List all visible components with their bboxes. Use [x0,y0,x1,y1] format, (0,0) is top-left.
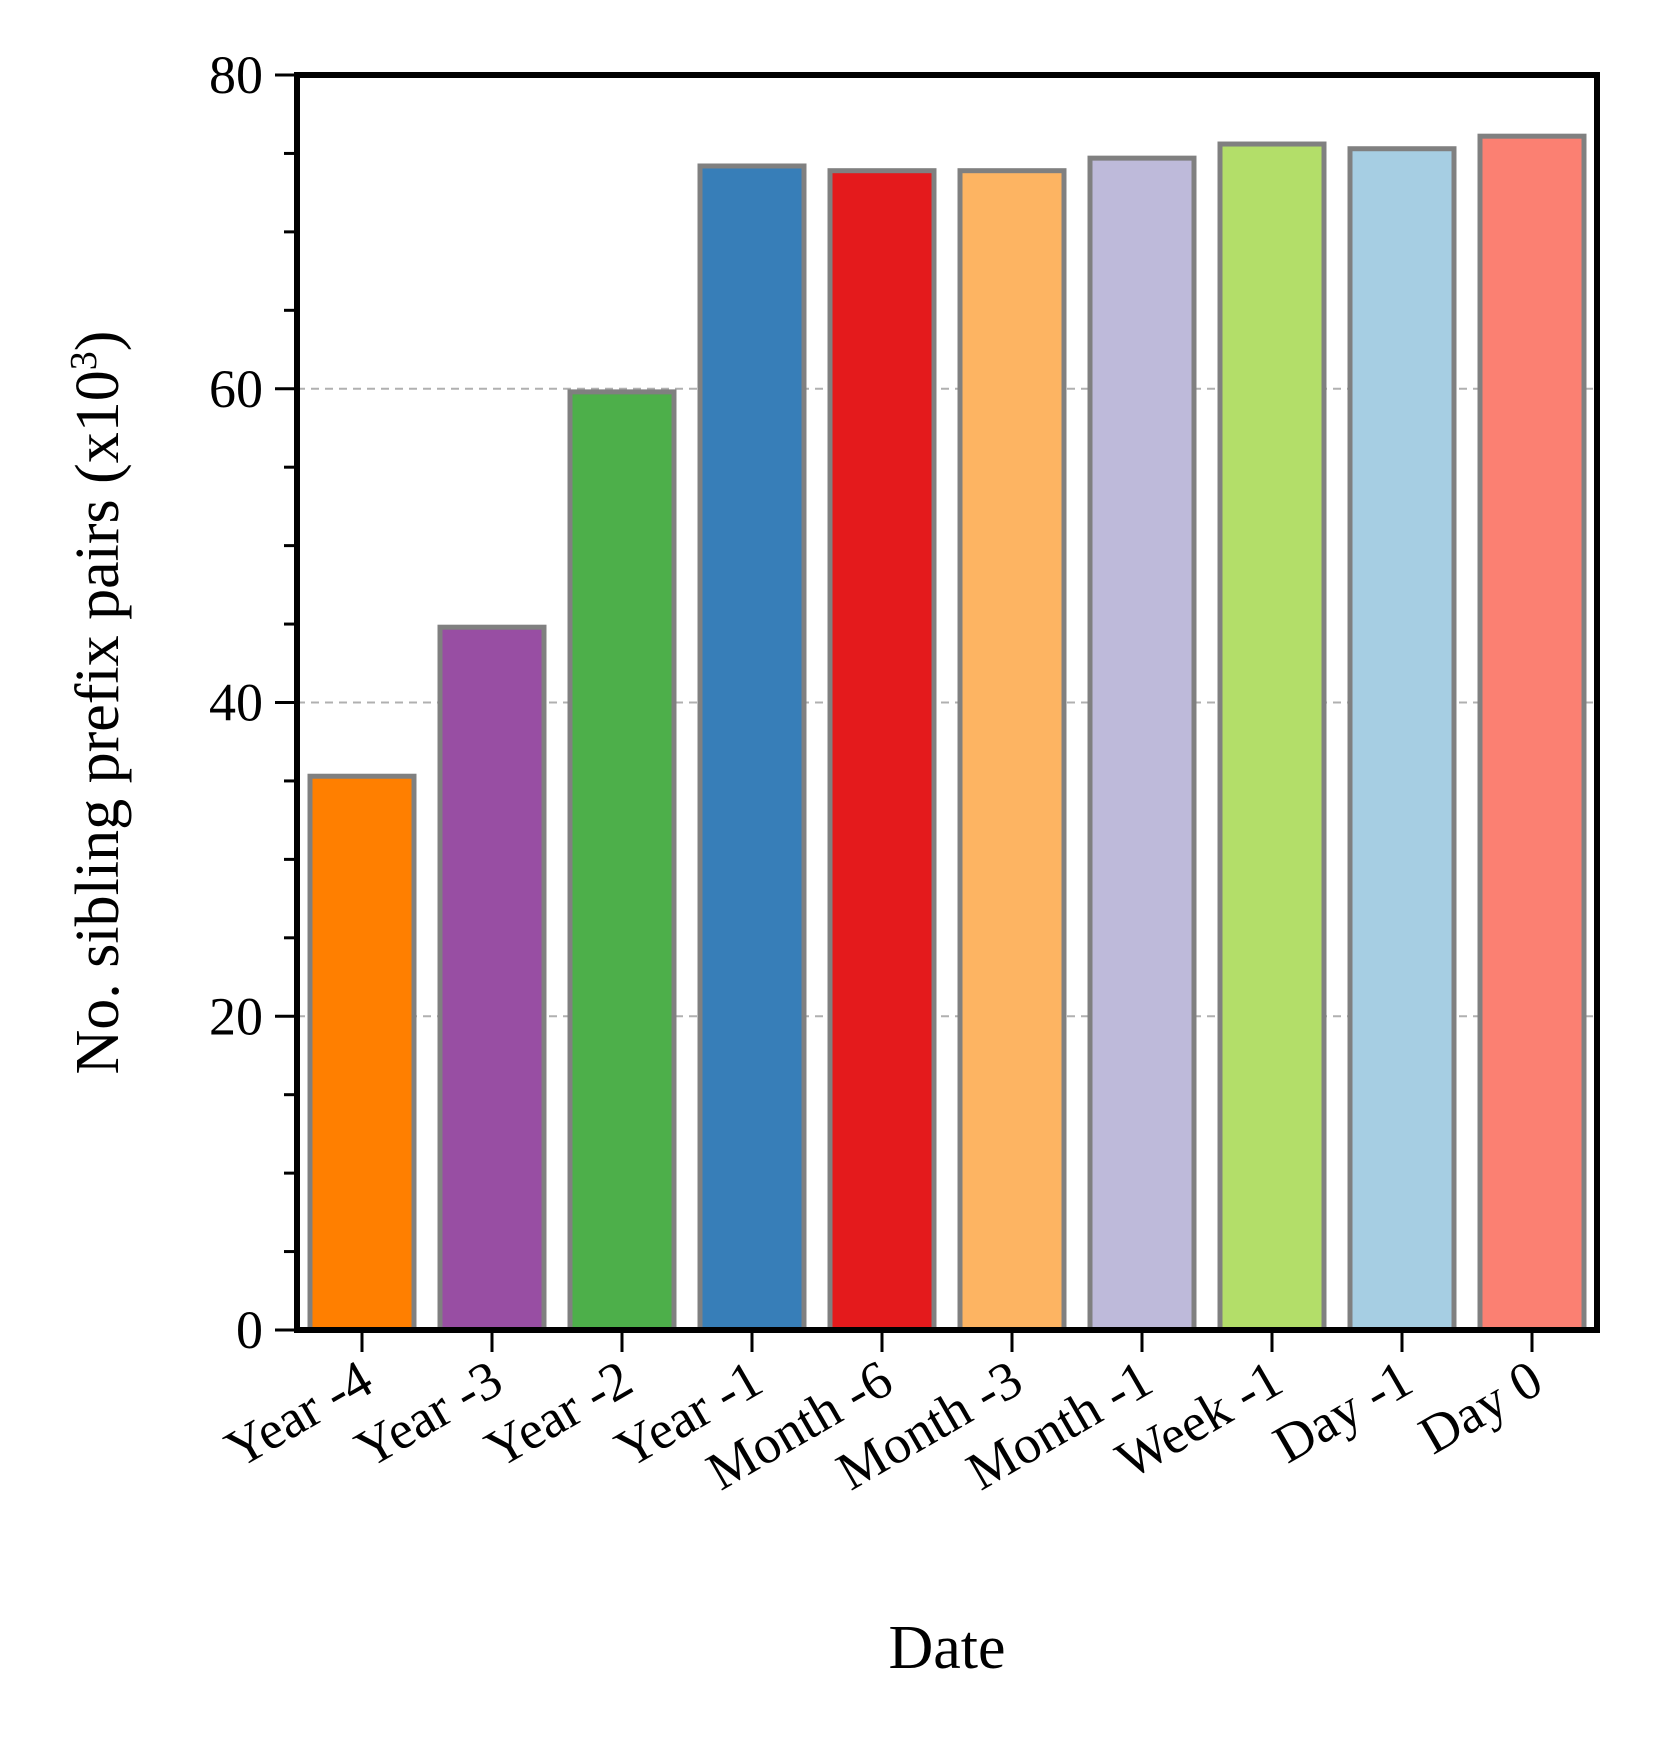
bar-yearm3 [437,624,547,1333]
bar-monthm6 [827,168,937,1333]
y-tick-label-60: 60 [209,359,263,419]
x-tick-label-9: Day 0 [1409,1348,1552,1465]
bar-monthm1 [1087,155,1197,1333]
bar-monthm3 [957,168,1067,1333]
y-axis-title-main: No. sibling prefix pairs (x10 [64,370,132,1074]
x-axis-title: Date [888,1614,1005,1682]
x-tick-label-2: Year -2 [475,1348,642,1479]
y-axis-title: No. sibling prefix pairs (x103) [63,331,132,1075]
x-tick-label-1: Year -3 [345,1348,512,1479]
bars [307,133,1587,1333]
y-axis-title-suffix: ) [64,331,132,352]
bar-yearm2 [567,389,677,1333]
y-tick-label-20: 20 [209,986,263,1046]
bar-yearm1 [697,163,807,1333]
x-tick-label-0: Year -4 [215,1348,382,1479]
bar-daym1 [1347,146,1457,1333]
bar-weekm1 [1217,141,1327,1333]
y-axis-title-superscript: 3 [63,351,105,370]
y-tick-label-0: 0 [236,1300,263,1360]
y-tick-label-40: 40 [209,673,263,733]
y-tick-label-80: 80 [209,45,263,105]
bar-day0 [1477,133,1587,1333]
bar-yearm4 [307,773,417,1333]
x-tick-label-8: Day -1 [1263,1348,1422,1474]
y-axis-ticks: 0 20 40 60 80 [209,45,297,1360]
